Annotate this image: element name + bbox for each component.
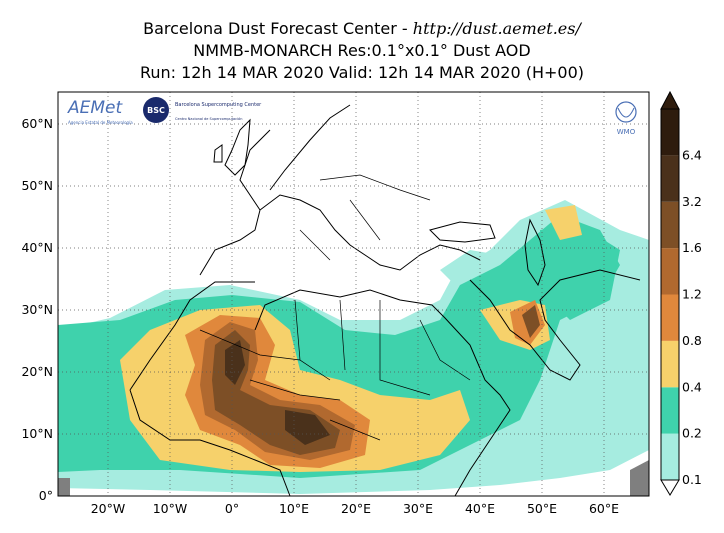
bsc-logo-subtext: Centro Nacional de Supercomputación — [175, 117, 242, 121]
aemet-logo: AEMet Agencia Estatal de Meteorología — [67, 98, 133, 125]
y-tick-label: 0° — [39, 488, 53, 503]
colorbar-segment — [661, 248, 679, 295]
title-prefix: Barcelona Dust Forecast Center - — [143, 19, 413, 38]
map-frame — [57, 91, 650, 497]
coast-black-sea — [429, 221, 496, 243]
coast-africa — [129, 281, 511, 496]
coast-caspian — [524, 218, 546, 287]
nodata-corner-sw — [58, 478, 70, 496]
wmo-emblem-wreath — [617, 107, 635, 118]
y-tick-label: 20°N — [21, 364, 53, 379]
dust-field — [58, 200, 649, 496]
wmo-logo: WMO — [615, 101, 637, 136]
colorbar-label: 0.8 — [682, 333, 702, 348]
x-tick-label: 60°E — [589, 501, 619, 516]
aemet-logo-text: AEMet — [67, 98, 123, 118]
aemet-logo-subtext: Agencia Estatal de Meteorología — [68, 120, 133, 125]
country-borders — [199, 174, 471, 441]
colorbar-segment — [661, 155, 679, 202]
nodata-corner-se — [630, 460, 649, 496]
title-line-3: Run: 12h 14 MAR 2020 Valid: 12h 14 MAR 2… — [139, 63, 585, 82]
gridlines — [58, 92, 649, 496]
coast-britain — [213, 118, 251, 176]
colorbar-segment — [661, 201, 679, 249]
dust-contour-3.2 — [225, 340, 245, 385]
bsc-logo-name: Barcelona Supercomputing Center — [175, 102, 262, 108]
x-tick-label: 20°W — [91, 501, 126, 516]
coastlines — [129, 104, 641, 496]
colorbar-extend-bottom — [660, 479, 680, 496]
colorbar-label: 1.6 — [682, 240, 702, 255]
colorbar-segment — [661, 109, 679, 156]
bsc-logo-text: BSC — [147, 106, 165, 115]
colorbar-segment — [661, 387, 679, 434]
dust-contour-0.2-iran — [540, 225, 620, 320]
bsc-logo: BSC Barcelona Supercomputing Center Cent… — [143, 97, 262, 123]
title-line-2: NMMB-MONARCH Res:0.1°x0.1° Dust AOD — [193, 41, 531, 60]
dust-contour-1.6-arabia — [522, 305, 540, 338]
y-tick-label: 30°N — [21, 302, 53, 317]
colorbar-label: 0.4 — [682, 379, 702, 394]
x-tick-label: 40°E — [465, 501, 495, 516]
x-tick-label: 30°E — [403, 501, 433, 516]
bsc-logo-circle — [143, 97, 169, 123]
y-tick-label: 60°N — [21, 116, 53, 131]
x-tick-label: 10°W — [153, 501, 188, 516]
y-tick-label: 10°N — [21, 426, 53, 441]
colorbar-extend-top — [660, 90, 680, 110]
wmo-logo-text: WMO — [617, 128, 636, 136]
x-tick-label: 0° — [225, 501, 239, 516]
dust-contour-3.2-chad — [285, 410, 330, 445]
colorbar-label: 0.1 — [682, 472, 702, 487]
x-tick-label: 20°E — [341, 501, 371, 516]
x-tick-label: 10°E — [279, 501, 309, 516]
y-tick-label: 50°N — [21, 178, 53, 193]
colorbar: 0.1 0.2 0.4 0.8 1.2 1.6 3.2 6.4 — [660, 90, 702, 496]
colorbar-segment — [661, 294, 679, 341]
y-tick-label: 40°N — [21, 240, 53, 255]
colorbar-label: 6.4 — [682, 147, 702, 162]
colorbar-label: 0.2 — [682, 426, 702, 441]
colorbar-segment — [661, 340, 679, 388]
dust-contour-0.4-north — [545, 205, 582, 240]
title-url: http://dust.aemet.es/ — [412, 19, 581, 38]
wmo-emblem-icon — [615, 101, 637, 123]
coast-arabia — [469, 269, 641, 381]
title-line-1: Barcelona Dust Forecast Center - http://… — [0, 19, 724, 39]
colorbar-segment — [661, 433, 679, 480]
y-axis: 0° 10°N 20°N 30°N 40°N 50°N 60°N — [21, 116, 53, 503]
x-axis: 20°W 10°W 0° 10°E 20°E 30°E 40°E 50°E 60… — [91, 501, 619, 516]
x-tick-label: 50°E — [527, 501, 557, 516]
colorbar-label: 3.2 — [682, 194, 702, 209]
colorbar-frame — [660, 108, 680, 481]
colorbar-label: 1.2 — [682, 287, 702, 302]
